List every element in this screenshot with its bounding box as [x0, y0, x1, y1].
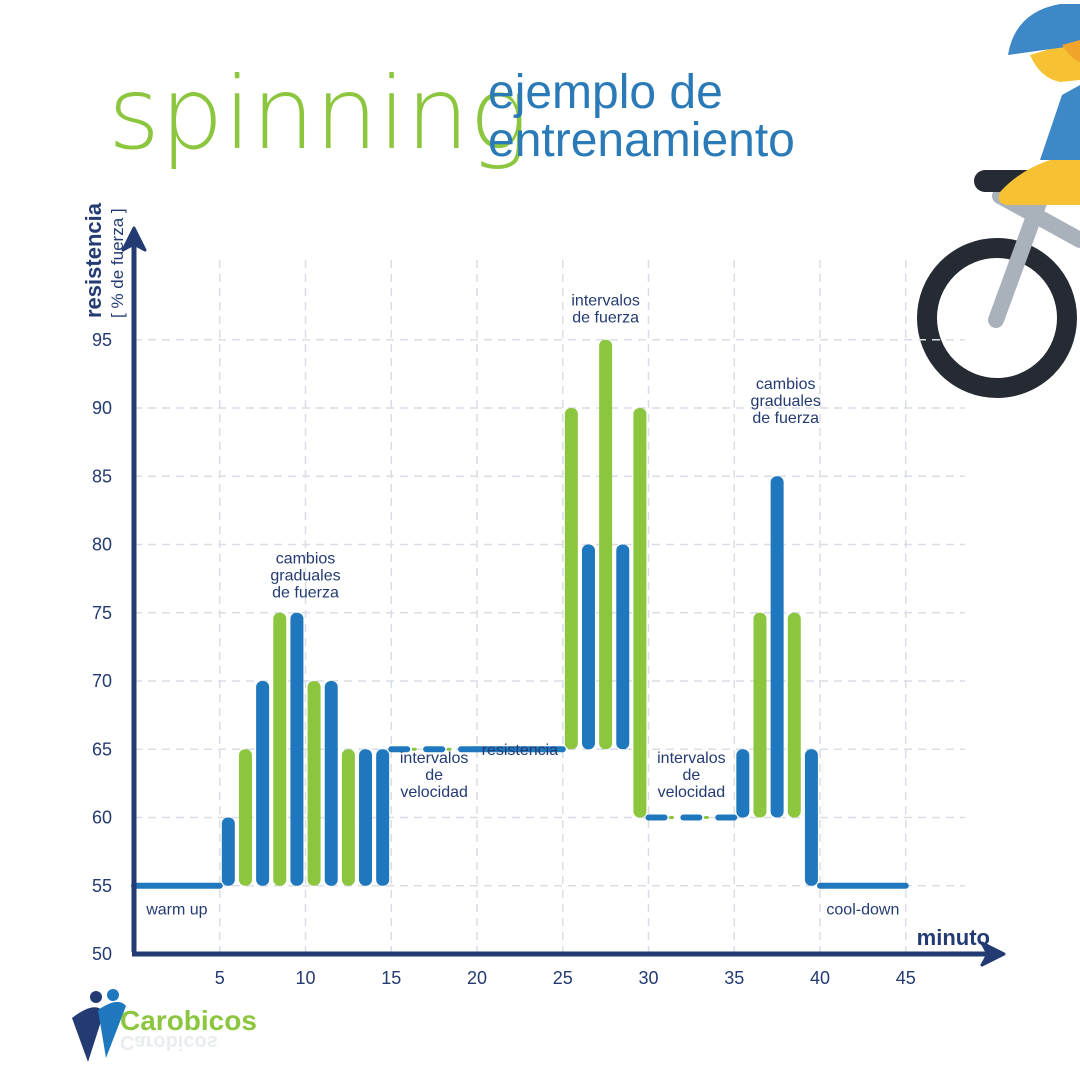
- chart-marks: [131, 339, 909, 889]
- annotation-label: velocidad: [400, 784, 468, 801]
- title-sub-line1: ejemplo de: [488, 66, 723, 119]
- y-tick-label: 85: [92, 466, 112, 486]
- x-tick-label: 5: [215, 968, 225, 988]
- x-axis-label: minuto: [917, 925, 990, 950]
- annotation-label: intervalos: [657, 750, 725, 767]
- annotation-label: graduales: [270, 568, 340, 585]
- rider-hair: [1062, 40, 1080, 62]
- bar: [324, 681, 338, 886]
- logo-figure-icon-2: [98, 1001, 126, 1058]
- ticks: 50 55 60 65 70 75 80 85 90 95 5 10 15 20 25 30 35 40 45: [92, 330, 916, 988]
- y-axis-arrow-icon: [121, 226, 147, 252]
- x-tick-label: 20: [467, 968, 487, 988]
- annotation-label: velocidad: [658, 784, 726, 801]
- x-tick-label: 35: [724, 968, 744, 988]
- annotation-label: graduales: [751, 393, 821, 410]
- annotation-label: intervalos: [571, 293, 639, 310]
- brand-name-reflection: Carobicos: [120, 1031, 218, 1053]
- bar: [256, 681, 270, 886]
- bar: [581, 544, 595, 750]
- y-tick-label: 55: [92, 876, 112, 896]
- y-tick-label: 75: [92, 603, 112, 623]
- title-spinning: spinning: [108, 55, 529, 172]
- bar: [341, 749, 355, 886]
- x-tick-label: 30: [638, 968, 658, 988]
- y-tick-label: 65: [92, 739, 112, 759]
- bar: [599, 339, 613, 750]
- helmet-icon: [1008, 4, 1080, 55]
- bar: [376, 749, 390, 886]
- y-tick-label: 80: [92, 535, 112, 555]
- bar: [359, 749, 373, 886]
- cyclist-illustration: [917, 4, 1080, 398]
- y-tick-label: 95: [92, 330, 112, 350]
- grid: [134, 260, 965, 954]
- annotation-label: cambios: [756, 376, 816, 393]
- bar: [221, 817, 235, 886]
- x-tick-label: 25: [553, 968, 573, 988]
- bike-wheel: [917, 238, 1077, 398]
- annotation-label: intervalos: [400, 750, 468, 767]
- bar: [804, 749, 818, 886]
- bar: [564, 408, 578, 750]
- bar: [290, 612, 304, 886]
- annotation-label: de fuerza: [752, 410, 819, 427]
- y-tick-label: 50: [92, 944, 112, 964]
- bar: [238, 749, 252, 886]
- bar: [770, 476, 784, 818]
- annotation-label: de fuerza: [572, 310, 639, 327]
- x-axis-arrow-icon: [980, 941, 1006, 967]
- bar: [633, 408, 647, 818]
- y-tick-label: 70: [92, 671, 112, 691]
- y-tick-label: 90: [92, 398, 112, 418]
- bar: [736, 749, 750, 818]
- annotation-label: de fuerza: [272, 585, 339, 602]
- x-tick-label: 15: [381, 968, 401, 988]
- brand-name: Carobicos: [120, 1005, 257, 1036]
- annotation-label: warm up: [145, 902, 207, 919]
- annotation-label: cambios: [276, 551, 336, 568]
- annotation-label: cool-down: [826, 902, 899, 919]
- rider-body: [998, 150, 1080, 205]
- annotation-label: de: [682, 767, 700, 784]
- bar: [307, 681, 321, 886]
- x-tick-label: 45: [896, 968, 916, 988]
- bar: [616, 544, 630, 750]
- annotation-label: de: [425, 767, 443, 784]
- brand-logo: Carobicos Carobicos: [72, 989, 257, 1062]
- logo-head-icon-2: [107, 989, 119, 1001]
- x-tick-label: 40: [810, 968, 830, 988]
- title-sub-line2: entrenamiento: [488, 114, 795, 167]
- bar: [787, 612, 801, 818]
- chart: 50 55 60 65 70 75 80 85 90 95 5 10 15 20 25 30 35 40 45 wa…: [81, 202, 1006, 988]
- bar: [753, 612, 767, 818]
- bar: [273, 612, 287, 886]
- logo-figure-icon: [72, 1007, 104, 1062]
- y-axis-label: resistencia: [81, 202, 106, 318]
- x-tick-label: 10: [295, 968, 315, 988]
- y-tick-label: 60: [92, 808, 112, 828]
- annotation-label: resistencia: [482, 742, 559, 759]
- rider-torso: [1040, 85, 1080, 160]
- y-axis-unit-label: [ % de fuerza ]: [108, 208, 127, 318]
- logo-head-icon: [90, 991, 102, 1003]
